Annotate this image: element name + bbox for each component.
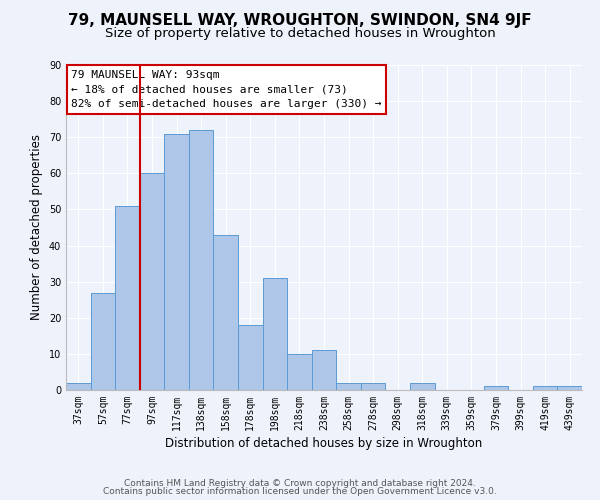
Bar [336, 383, 361, 390]
Bar [66, 383, 91, 390]
Bar [484, 386, 508, 390]
Bar [533, 386, 557, 390]
Bar [312, 350, 336, 390]
Text: Contains public sector information licensed under the Open Government Licence v3: Contains public sector information licen… [103, 487, 497, 496]
Bar [164, 134, 189, 390]
Bar [214, 234, 238, 390]
Text: 79, MAUNSELL WAY, WROUGHTON, SWINDON, SN4 9JF: 79, MAUNSELL WAY, WROUGHTON, SWINDON, SN… [68, 12, 532, 28]
Bar [189, 130, 214, 390]
Text: 79 MAUNSELL WAY: 93sqm
← 18% of detached houses are smaller (73)
82% of semi-det: 79 MAUNSELL WAY: 93sqm ← 18% of detached… [71, 70, 382, 110]
Bar [140, 174, 164, 390]
Bar [263, 278, 287, 390]
Bar [238, 325, 263, 390]
Bar [557, 386, 582, 390]
Bar [115, 206, 140, 390]
Text: Contains HM Land Registry data © Crown copyright and database right 2024.: Contains HM Land Registry data © Crown c… [124, 478, 476, 488]
Bar [361, 383, 385, 390]
X-axis label: Distribution of detached houses by size in Wroughton: Distribution of detached houses by size … [166, 437, 482, 450]
Text: Size of property relative to detached houses in Wroughton: Size of property relative to detached ho… [104, 28, 496, 40]
Bar [91, 292, 115, 390]
Y-axis label: Number of detached properties: Number of detached properties [30, 134, 43, 320]
Bar [287, 354, 312, 390]
Bar [410, 383, 434, 390]
